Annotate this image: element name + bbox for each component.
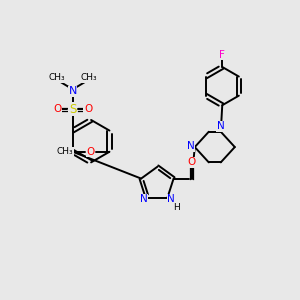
Text: N: N [167, 194, 175, 204]
Text: O: O [53, 104, 62, 114]
Text: S: S [69, 103, 76, 116]
Text: N: N [217, 122, 225, 131]
Text: F: F [219, 50, 225, 60]
Text: O: O [84, 104, 92, 114]
Text: N: N [140, 194, 147, 204]
Text: CH₃: CH₃ [81, 74, 97, 82]
Text: N: N [187, 142, 194, 152]
Text: N: N [69, 86, 77, 96]
Text: O: O [86, 147, 94, 157]
Text: H: H [173, 202, 180, 211]
Text: O: O [188, 158, 196, 167]
Text: CH₃: CH₃ [48, 74, 65, 82]
Text: CH₃: CH₃ [57, 147, 74, 156]
